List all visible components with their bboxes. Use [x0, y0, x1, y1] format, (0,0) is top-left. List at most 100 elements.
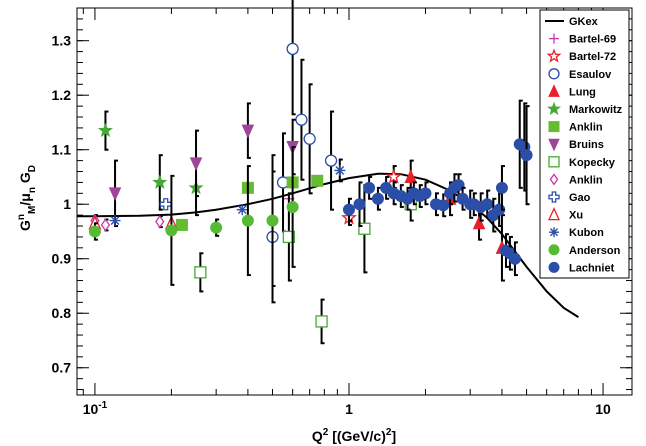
y-tick-label: 1 — [63, 196, 71, 212]
legend-entry: Lung — [548, 84, 596, 98]
data-point — [324, 110, 338, 211]
data-point — [194, 252, 207, 293]
marker — [404, 169, 418, 183]
marker — [194, 266, 207, 279]
legend-label: Bartel-72 — [569, 51, 616, 63]
data-point — [419, 181, 432, 206]
y-axis-label: GnM/μn GD — [16, 165, 38, 231]
legend-label: Lung — [569, 86, 596, 98]
legend-entry: Kopecky — [548, 156, 616, 169]
data-point — [100, 218, 111, 232]
marker — [371, 192, 384, 205]
legend-entry: Xu — [547, 207, 583, 222]
marker — [353, 198, 366, 211]
marker — [548, 244, 560, 256]
marker — [311, 174, 324, 187]
marker — [335, 166, 345, 175]
series-anklin — [90, 213, 165, 232]
data-point — [241, 102, 255, 159]
legend-label: Markowitz — [569, 104, 623, 116]
data-point — [175, 218, 188, 231]
legend-label: Xu — [569, 210, 583, 222]
plot-area — [76, 7, 633, 396]
x-axis-label: Q2 [(GeV/c)2] — [312, 427, 396, 444]
marker — [295, 113, 308, 126]
marker — [547, 207, 561, 221]
marker — [189, 157, 203, 172]
legend-entry: Gao — [548, 191, 591, 204]
marker — [282, 230, 296, 244]
marker — [548, 261, 560, 273]
data-point — [88, 222, 101, 241]
data-point — [303, 83, 316, 195]
points-layer — [88, 0, 533, 345]
marker — [548, 68, 560, 80]
marker — [286, 200, 299, 213]
legend-entry: Anklin — [548, 121, 603, 134]
marker — [549, 173, 559, 186]
data-point — [380, 175, 393, 200]
marker — [437, 199, 450, 212]
data-point — [437, 193, 450, 218]
legend-entry: Esaulov — [548, 68, 612, 81]
data-point — [342, 197, 355, 222]
marker — [363, 181, 376, 194]
marker — [495, 181, 508, 194]
data-point — [311, 174, 324, 187]
marker — [303, 132, 316, 145]
y-tick-label: 1.2 — [52, 87, 72, 103]
data-point — [495, 165, 508, 211]
data-point — [315, 298, 328, 345]
marker — [155, 215, 165, 229]
marker — [548, 138, 560, 152]
marker — [175, 218, 188, 231]
marker — [108, 187, 122, 202]
marker — [159, 198, 172, 211]
x-tick-label: 1 — [345, 401, 353, 417]
legend-entry: Kubon — [549, 227, 604, 239]
data-point — [159, 198, 172, 211]
marker — [315, 315, 328, 328]
marker — [549, 228, 559, 237]
series-kubon — [109, 158, 346, 227]
legend-label: GKex — [569, 16, 599, 28]
data-point — [508, 241, 521, 277]
data-point — [520, 105, 533, 206]
marker — [100, 218, 111, 232]
data-point — [189, 129, 203, 198]
legend-label: Kubon — [569, 227, 604, 239]
marker — [385, 168, 402, 184]
y-tick-label: 0.7 — [52, 360, 72, 376]
marker — [286, 42, 299, 56]
data-point — [481, 189, 494, 219]
legend-entry: Bartel-69 — [549, 33, 616, 46]
marker — [548, 121, 560, 133]
marker — [324, 154, 338, 167]
x-tick-label: 10 — [595, 401, 611, 417]
legend-label: Anderson — [569, 245, 621, 257]
series-lachniet — [342, 99, 533, 277]
data-point — [266, 154, 279, 287]
data-point — [109, 215, 121, 227]
legend-entry: Anklin — [549, 173, 603, 186]
data-point — [334, 158, 346, 183]
legend-entry: Anderson — [548, 244, 621, 257]
legend-label: Bruins — [569, 139, 604, 151]
marker — [152, 174, 168, 189]
y-tick-label: 0.8 — [52, 305, 72, 321]
marker — [548, 156, 560, 168]
data-point — [97, 110, 113, 151]
marker — [241, 124, 255, 139]
marker — [210, 221, 223, 234]
legend-entry: Bruins — [548, 138, 604, 152]
marker — [110, 216, 120, 225]
series-gao — [159, 198, 172, 211]
data-point — [353, 181, 366, 228]
series-kopecky — [194, 184, 417, 345]
marker — [548, 84, 560, 97]
marker — [241, 214, 254, 227]
marker — [97, 122, 113, 138]
data-point — [155, 215, 165, 229]
legend-label: Anklin — [569, 174, 603, 186]
data-point — [371, 186, 384, 211]
